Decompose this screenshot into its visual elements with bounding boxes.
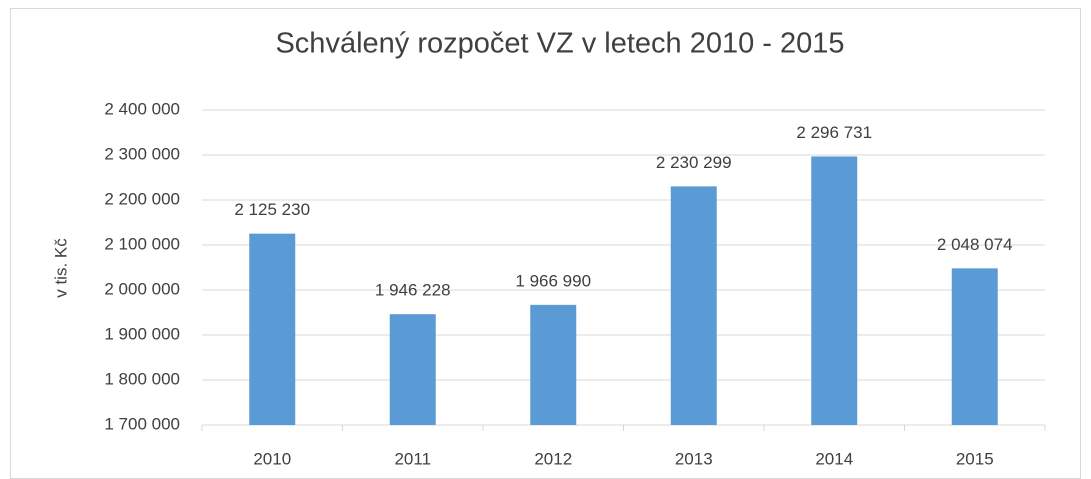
bar (670, 186, 717, 425)
data-label: 2 296 731 (796, 123, 872, 142)
data-label: 2 048 074 (937, 235, 1013, 254)
data-label: 1 966 990 (515, 271, 591, 290)
bar (389, 314, 436, 425)
data-label: 2 125 230 (234, 200, 310, 219)
x-tick-label: 2015 (956, 449, 994, 468)
y-axis-label: v tis. Kč (51, 238, 70, 298)
x-tick-label: 2010 (253, 449, 291, 468)
bar (811, 156, 858, 425)
y-tick-label: 2 100 000 (104, 234, 180, 253)
data-label: 2 230 299 (656, 153, 732, 172)
y-tick-label: 2 400 000 (104, 99, 180, 118)
bar (249, 233, 296, 425)
y-tick-label: 2 000 000 (104, 279, 180, 298)
data-label: 1 946 228 (375, 281, 451, 300)
y-tick-label: 2 200 000 (104, 189, 180, 208)
y-tick-label: 1 800 000 (104, 369, 180, 388)
bar (530, 304, 577, 425)
x-tick-label: 2012 (534, 449, 572, 468)
x-tick-label: 2014 (815, 449, 853, 468)
x-tick-label: 2011 (394, 449, 431, 468)
y-tick-label: 2 300 000 (104, 144, 180, 163)
bar (951, 268, 998, 425)
y-tick-label: 1 700 000 (104, 414, 180, 433)
y-tick-label: 1 900 000 (104, 324, 180, 343)
chart-title: Schválený rozpočet VZ v letech 2010 - 20… (275, 28, 844, 60)
x-tick-label: 2013 (675, 449, 713, 468)
